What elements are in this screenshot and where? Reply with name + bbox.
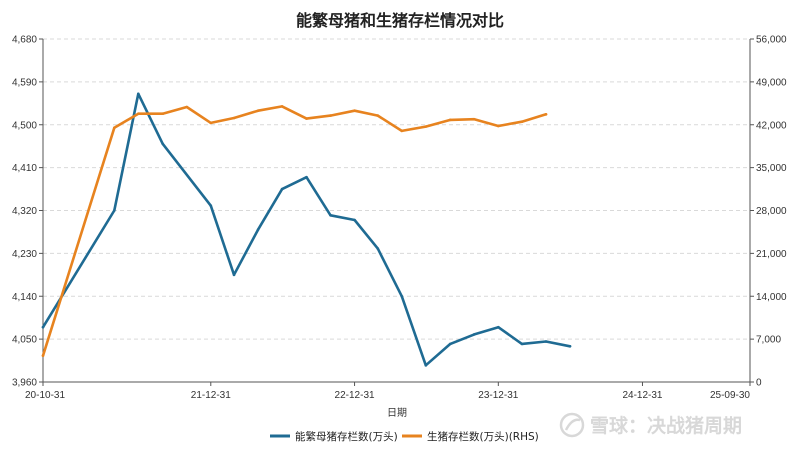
legend-item-hogs[interactable]: 生猪存栏数(万头)(RHS) — [402, 430, 539, 443]
x-axis-label: 日期 — [387, 407, 407, 419]
series-line-hogs — [41, 105, 548, 358]
x-axis-ticks: 20-10-31 21-12-31 22-12-31 23-12-31 24-12-31… — [25, 382, 751, 401]
data-point — [112, 126, 116, 130]
data-point — [329, 213, 332, 217]
data-point — [497, 325, 500, 329]
gridlines — [43, 38, 750, 340]
x-tick-label: 25-09-30 — [710, 390, 750, 401]
watermark-text: 雪球：决战猪周期 — [590, 414, 742, 437]
x-tick-label: 22-12-31 — [335, 390, 375, 401]
snowball-logo-icon — [559, 412, 585, 438]
data-point — [41, 354, 45, 357]
data-point — [544, 340, 548, 343]
right-tick-label: 0 — [756, 378, 762, 389]
watermark: 雪球：决战猪周期 — [559, 412, 742, 438]
data-point — [161, 112, 165, 116]
right-axis-ticks: 0 7,000 14,000 21,000 28,000 35,000 42,000 49,0… — [750, 35, 787, 389]
data-point — [472, 333, 476, 336]
data-point — [520, 342, 524, 346]
data-point — [424, 364, 428, 367]
legend-label-hogs: 生猪存栏数(万头)(RHS) — [427, 430, 539, 443]
data-point — [353, 109, 356, 112]
data-point — [256, 109, 260, 112]
right-tick-label: 56,000 — [756, 35, 787, 46]
data-point — [424, 125, 428, 128]
right-tick-label: 7,000 — [756, 335, 781, 346]
data-point — [376, 247, 380, 250]
right-tick-label: 42,000 — [756, 120, 787, 131]
data-point — [232, 273, 236, 277]
x-tick-label: 24-12-31 — [622, 390, 662, 401]
data-point — [280, 187, 284, 191]
data-point — [256, 228, 260, 231]
right-tick-label: 35,000 — [756, 163, 787, 174]
left-tick-label: 4,680 — [12, 35, 37, 46]
left-tick-label: 4,410 — [12, 163, 37, 174]
left-tick-label: 4,320 — [12, 206, 37, 217]
left-tick-label: 4,140 — [12, 292, 37, 303]
data-point — [400, 294, 404, 298]
right-tick-label: 21,000 — [756, 249, 787, 260]
series-line-sows — [41, 92, 572, 367]
data-point — [209, 204, 213, 208]
data-point — [305, 117, 308, 120]
data-point — [448, 118, 452, 122]
chart-title: 能繁母猪和生猪存栏情况对比 — [296, 11, 504, 30]
data-point — [448, 342, 452, 346]
x-tick-label: 21-12-31 — [191, 390, 231, 401]
right-tick-label: 28,000 — [756, 206, 787, 217]
data-point — [329, 114, 332, 117]
data-point — [137, 92, 140, 96]
data-point — [400, 129, 404, 133]
data-point — [41, 325, 45, 329]
x-tick-label: 23-12-31 — [478, 390, 518, 401]
data-point — [520, 120, 524, 123]
data-point — [209, 121, 213, 125]
data-point — [232, 116, 236, 120]
data-point — [137, 112, 140, 116]
right-tick-label: 49,000 — [756, 77, 787, 88]
data-point — [472, 117, 476, 121]
legend[interactable]: 能繁母猪存栏数(万头) 生猪存栏数(万头)(RHS) — [270, 430, 539, 443]
data-point — [544, 113, 548, 116]
series-lines — [41, 92, 572, 367]
left-tick-label: 3,960 — [12, 378, 37, 389]
data-point — [568, 344, 572, 348]
data-point — [185, 105, 189, 109]
legend-label-sows: 能繁母猪存栏数(万头) — [295, 430, 398, 443]
left-tick-label: 4,050 — [12, 335, 37, 346]
data-point — [280, 105, 284, 108]
x-tick-label: 20-10-31 — [25, 390, 65, 401]
left-axis-ticks: 3,960 4,050 4,140 4,230 4,320 4,410 4,500 4,590… — [12, 35, 43, 389]
data-point — [353, 218, 356, 222]
data-point — [161, 142, 165, 146]
data-point — [305, 175, 308, 179]
right-tick-label: 14,000 — [756, 292, 787, 303]
data-point — [112, 209, 116, 212]
left-tick-label: 4,500 — [12, 120, 37, 131]
left-tick-label: 4,230 — [12, 249, 37, 260]
data-point — [497, 124, 500, 128]
left-tick-label: 4,590 — [12, 77, 37, 88]
legend-item-sows[interactable]: 能繁母猪存栏数(万头) — [270, 430, 398, 443]
data-point — [376, 114, 380, 117]
